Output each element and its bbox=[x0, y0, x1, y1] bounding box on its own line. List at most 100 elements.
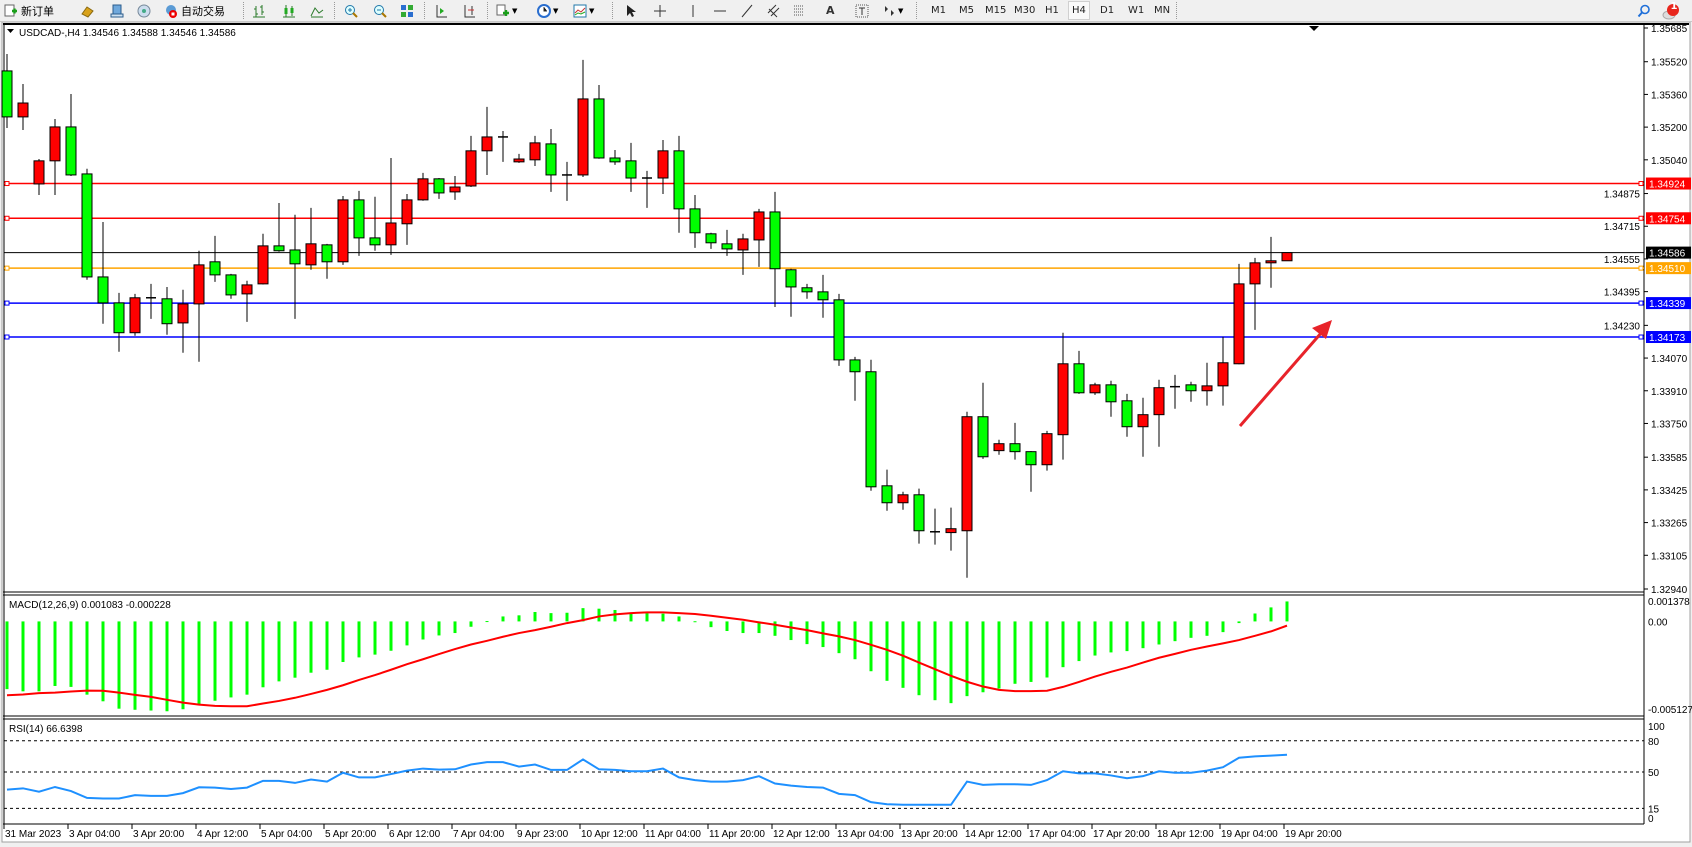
candlestick-series bbox=[1, 53, 1293, 578]
line-chart-button[interactable] bbox=[310, 2, 324, 19]
horizontal-levels[interactable] bbox=[4, 181, 1644, 340]
search-icon bbox=[1637, 4, 1651, 18]
time-tick-label: 11 Apr 20:00 bbox=[709, 829, 765, 840]
terminal-icon bbox=[110, 4, 124, 18]
candle-bear bbox=[289, 249, 301, 265]
symbol-menu-triangle-icon[interactable] bbox=[7, 29, 14, 33]
level-price-label-box bbox=[1646, 331, 1691, 344]
time-tick-label: 12 Apr 12:00 bbox=[773, 829, 830, 840]
zoom-out-icon bbox=[373, 4, 387, 18]
period-h1[interactable]: H1 bbox=[1045, 5, 1059, 16]
candle-bear bbox=[849, 359, 861, 373]
trendline-tool[interactable] bbox=[740, 2, 754, 19]
new-order-button[interactable]: 新订单 bbox=[4, 2, 54, 19]
tile-windows-button[interactable] bbox=[400, 2, 414, 19]
notification-badge: 1 bbox=[1670, 1, 1678, 12]
candle-bull bbox=[1281, 252, 1293, 262]
period-m5[interactable]: M5 bbox=[959, 5, 974, 16]
time-tick-label: 5 Apr 20:00 bbox=[325, 829, 377, 840]
signal-button[interactable] bbox=[137, 2, 151, 19]
level-price-label-box bbox=[1646, 177, 1691, 190]
chart-shift-marker-icon[interactable] bbox=[1309, 26, 1319, 31]
text-label-icon bbox=[855, 4, 869, 18]
text-icon: A bbox=[826, 4, 835, 17]
text-tool[interactable]: A bbox=[826, 2, 835, 19]
price-tick-label: 1.33585 bbox=[1651, 453, 1688, 464]
chart-shift-button[interactable] bbox=[462, 2, 476, 19]
macd-histogram-bar bbox=[357, 621, 361, 658]
bar-chart-button[interactable] bbox=[252, 2, 266, 19]
arrow-shaft bbox=[1238, 331, 1324, 427]
time-tick-label: 18 Apr 12:00 bbox=[1157, 829, 1214, 840]
candlestick-chart-button[interactable] bbox=[282, 2, 296, 19]
templates-button[interactable]: ▼ bbox=[573, 2, 594, 19]
candle-bull bbox=[241, 284, 253, 295]
search-button[interactable] bbox=[1637, 2, 1651, 19]
period-h4[interactable]: H4 bbox=[1068, 1, 1090, 20]
macd-histogram-bar bbox=[581, 608, 585, 622]
time-tick-label: 17 Apr 04:00 bbox=[1029, 829, 1086, 840]
toolbar-separator bbox=[243, 2, 244, 19]
vertical-line-tool[interactable] bbox=[686, 2, 700, 19]
candle-bull bbox=[529, 142, 541, 161]
macd-histogram-bar bbox=[277, 621, 281, 682]
macd-histogram-bar bbox=[213, 621, 217, 701]
period-d1[interactable]: D1 bbox=[1100, 5, 1115, 16]
candle-bull bbox=[417, 178, 429, 201]
candle-bull bbox=[961, 416, 973, 532]
toolbar-separator bbox=[1176, 2, 1177, 19]
macd-histogram-bar bbox=[293, 621, 297, 678]
macd-histogram-bar bbox=[597, 608, 601, 622]
cursor-tool[interactable] bbox=[624, 2, 638, 19]
fibonacci-tool[interactable] bbox=[793, 2, 807, 19]
auto-trade-button[interactable]: 自动交易 bbox=[164, 2, 225, 19]
auto-scroll-button[interactable] bbox=[434, 2, 448, 19]
macd-histogram-bar bbox=[1093, 621, 1097, 656]
price-tick-label: 1.35040 bbox=[1651, 156, 1688, 167]
price-tick-label: 1.34230 bbox=[1604, 321, 1641, 332]
horizontal-line-tool[interactable] bbox=[713, 2, 727, 19]
zoom-out-button[interactable] bbox=[373, 2, 387, 19]
arrows-tool[interactable]: ▼ bbox=[882, 2, 903, 19]
time-tick-label: 4 Apr 12:00 bbox=[197, 829, 249, 840]
chevron-down-icon: ▼ bbox=[512, 6, 518, 15]
crosshair-tool[interactable] bbox=[653, 2, 667, 19]
equidistant-channel-tool[interactable] bbox=[767, 2, 781, 19]
macd-histogram-bar bbox=[1157, 621, 1161, 645]
period-m15[interactable]: M15 bbox=[985, 5, 1007, 16]
candle-bear bbox=[769, 211, 781, 270]
price-tick-label: 1.32940 bbox=[1651, 585, 1688, 596]
chevron-down-icon: ▼ bbox=[589, 6, 595, 15]
period-m30[interactable]: M30 bbox=[1014, 5, 1036, 16]
candle-bull bbox=[945, 528, 957, 534]
candle-bear bbox=[97, 276, 109, 304]
zoom-in-button[interactable] bbox=[344, 2, 358, 19]
period-w1[interactable]: W1 bbox=[1128, 5, 1145, 16]
data-window-button[interactable] bbox=[110, 2, 124, 19]
level-price-label: 1.34173 bbox=[1649, 333, 1686, 344]
trend-arrow-drawing[interactable] bbox=[1238, 320, 1332, 427]
level-price-label-box bbox=[1646, 262, 1691, 275]
macd-tick-label: -0.005127 bbox=[1648, 705, 1692, 716]
period-m1[interactable]: M1 bbox=[931, 5, 946, 16]
candle-bear bbox=[609, 157, 621, 163]
candle-bull bbox=[1041, 433, 1053, 466]
candle-bull bbox=[33, 160, 45, 185]
periodicity-button[interactable]: ▼ bbox=[537, 2, 558, 19]
macd-histogram-bar bbox=[933, 621, 937, 701]
macd-histogram-bar bbox=[549, 613, 553, 622]
macd-histogram-bar bbox=[1173, 621, 1177, 642]
indicators-button[interactable]: ▼ bbox=[496, 2, 517, 19]
macd-histogram-bar bbox=[261, 621, 265, 688]
rsi-tick-label: 100 bbox=[1648, 722, 1665, 733]
market-watch-button[interactable] bbox=[80, 2, 94, 19]
time-tick-label: 13 Apr 20:00 bbox=[901, 829, 958, 840]
macd-histogram-bar bbox=[917, 621, 921, 696]
level-handle-left-icon bbox=[4, 265, 10, 271]
bid-price-label: 1.34586 bbox=[1649, 249, 1686, 260]
text-label-tool[interactable] bbox=[855, 2, 869, 19]
notifications-button[interactable]: 1 bbox=[1662, 1, 1680, 19]
level-handle-left-icon bbox=[4, 300, 10, 306]
period-mn[interactable]: MN bbox=[1154, 5, 1171, 16]
